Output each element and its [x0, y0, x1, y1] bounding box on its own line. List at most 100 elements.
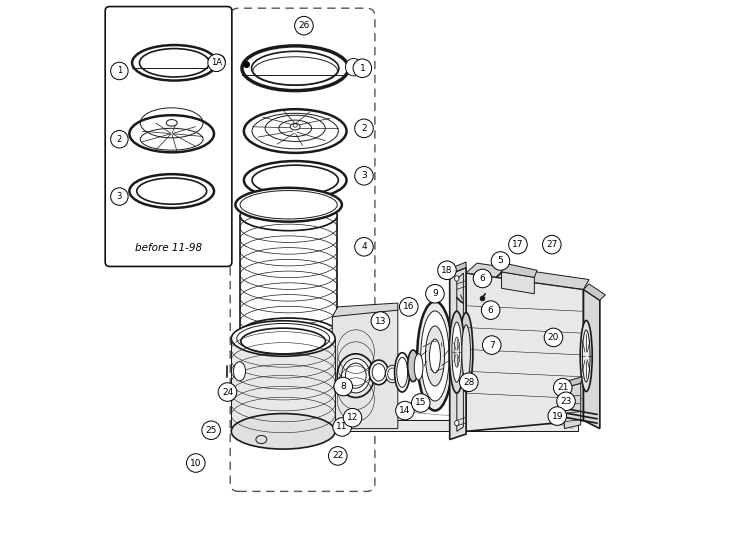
Text: 21: 21	[557, 383, 569, 392]
Text: 6: 6	[480, 274, 485, 283]
Ellipse shape	[232, 414, 335, 449]
Ellipse shape	[462, 325, 471, 379]
Ellipse shape	[252, 165, 338, 195]
Text: 9: 9	[432, 289, 438, 298]
Polygon shape	[564, 383, 581, 429]
Ellipse shape	[454, 337, 459, 367]
Ellipse shape	[429, 339, 441, 373]
Circle shape	[544, 328, 562, 347]
Text: 22: 22	[332, 452, 344, 460]
Circle shape	[111, 62, 128, 80]
Text: 23: 23	[560, 397, 572, 406]
Circle shape	[355, 119, 373, 138]
Text: 13: 13	[374, 317, 386, 325]
Circle shape	[329, 447, 347, 465]
Circle shape	[411, 394, 430, 412]
Text: 2: 2	[361, 124, 367, 133]
Polygon shape	[319, 420, 578, 440]
Text: 12: 12	[347, 413, 358, 422]
Circle shape	[295, 16, 314, 35]
Text: 26: 26	[299, 21, 310, 30]
Polygon shape	[584, 289, 600, 429]
Text: 3: 3	[117, 192, 122, 201]
Ellipse shape	[232, 321, 335, 357]
Ellipse shape	[421, 311, 449, 401]
Circle shape	[556, 392, 575, 411]
FancyBboxPatch shape	[105, 7, 232, 266]
Ellipse shape	[414, 354, 423, 380]
Ellipse shape	[417, 301, 453, 411]
Circle shape	[481, 301, 500, 319]
Circle shape	[483, 336, 501, 354]
Circle shape	[334, 377, 353, 396]
Ellipse shape	[213, 55, 225, 68]
Text: 15: 15	[415, 399, 426, 407]
Ellipse shape	[233, 361, 245, 381]
Circle shape	[548, 407, 566, 425]
Circle shape	[333, 418, 351, 436]
Circle shape	[553, 378, 572, 397]
Circle shape	[208, 54, 226, 72]
Circle shape	[459, 373, 478, 391]
Text: 27: 27	[546, 240, 557, 249]
Ellipse shape	[582, 330, 590, 382]
Text: 1A: 1A	[211, 58, 222, 67]
Text: 19: 19	[551, 412, 563, 420]
Circle shape	[202, 421, 220, 440]
Ellipse shape	[345, 58, 362, 76]
Text: 28: 28	[463, 378, 475, 387]
Text: 2: 2	[117, 135, 122, 144]
Ellipse shape	[166, 120, 177, 126]
Polygon shape	[332, 308, 398, 429]
Ellipse shape	[341, 358, 370, 393]
Circle shape	[426, 284, 444, 303]
Ellipse shape	[408, 350, 419, 382]
Circle shape	[438, 261, 456, 280]
Ellipse shape	[455, 420, 459, 426]
Polygon shape	[584, 284, 605, 300]
Ellipse shape	[426, 326, 444, 386]
Circle shape	[508, 235, 527, 254]
Polygon shape	[564, 377, 582, 388]
Text: 14: 14	[399, 406, 411, 415]
Text: before 11-98: before 11-98	[135, 244, 202, 253]
Polygon shape	[466, 263, 589, 289]
Circle shape	[343, 408, 362, 427]
Ellipse shape	[449, 311, 465, 393]
Polygon shape	[450, 262, 466, 274]
Ellipse shape	[581, 321, 593, 391]
Polygon shape	[502, 263, 537, 277]
Text: 24: 24	[222, 388, 233, 396]
Circle shape	[371, 312, 390, 330]
Text: 1: 1	[359, 64, 365, 73]
Text: 17: 17	[512, 240, 523, 249]
Text: 25: 25	[205, 426, 217, 435]
Ellipse shape	[235, 188, 342, 222]
Ellipse shape	[240, 318, 337, 348]
Polygon shape	[502, 272, 535, 294]
Text: 5: 5	[498, 257, 503, 265]
Circle shape	[353, 59, 371, 78]
Circle shape	[355, 238, 373, 256]
Polygon shape	[332, 303, 398, 317]
Ellipse shape	[395, 353, 410, 392]
Circle shape	[111, 130, 128, 148]
Text: 8: 8	[341, 382, 346, 391]
Circle shape	[186, 454, 205, 472]
Ellipse shape	[386, 365, 399, 383]
Text: 1: 1	[117, 67, 122, 75]
Ellipse shape	[459, 312, 473, 392]
Text: 20: 20	[547, 333, 559, 342]
Circle shape	[542, 235, 561, 254]
Polygon shape	[232, 339, 335, 431]
Text: 18: 18	[441, 266, 453, 275]
Ellipse shape	[240, 201, 337, 230]
Circle shape	[355, 167, 373, 185]
Circle shape	[399, 298, 418, 316]
Circle shape	[473, 269, 492, 288]
Text: 10: 10	[190, 459, 202, 467]
Ellipse shape	[290, 123, 300, 130]
Circle shape	[396, 401, 414, 420]
Circle shape	[218, 383, 237, 401]
Text: 6: 6	[488, 306, 493, 314]
